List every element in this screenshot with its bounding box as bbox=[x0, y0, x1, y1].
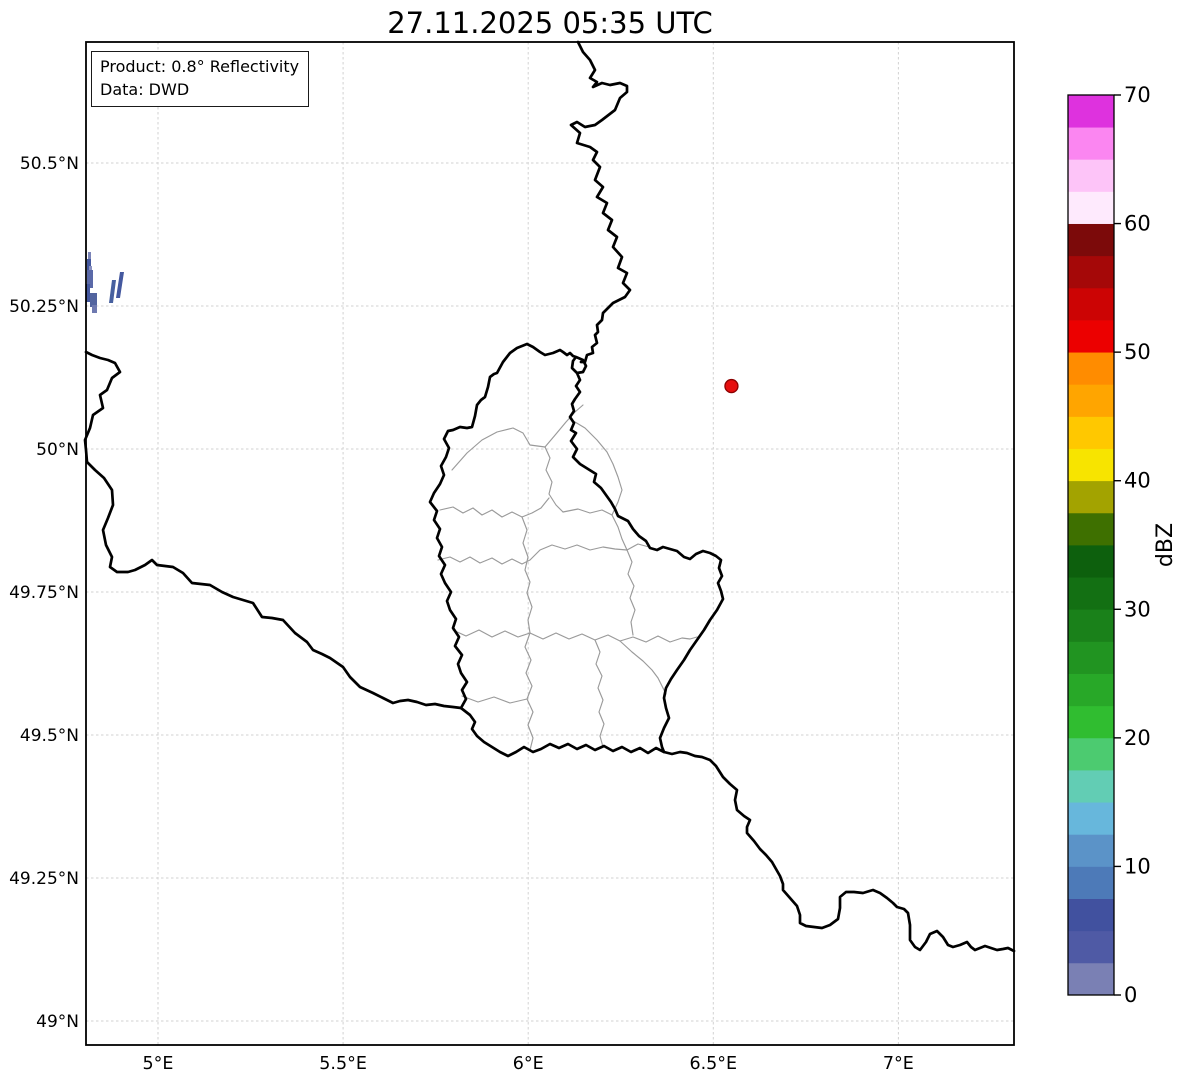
colorbar-segment bbox=[1068, 770, 1114, 803]
colorbar-tick-label: 70 bbox=[1124, 83, 1151, 107]
country-border-line bbox=[83, 350, 463, 710]
canton-border-line bbox=[611, 514, 628, 551]
colorbar-segment bbox=[1068, 834, 1114, 867]
canton-border-line bbox=[437, 544, 628, 565]
radar-echo-pixel bbox=[86, 284, 90, 302]
colorbar-segment bbox=[1068, 95, 1114, 128]
canton-border-line bbox=[562, 508, 613, 516]
colorbar-segment bbox=[1068, 223, 1114, 257]
colorbar-tick-label: 60 bbox=[1124, 212, 1151, 236]
y-tick-label: 50.25°N bbox=[9, 297, 79, 317]
canton-border-line bbox=[626, 543, 650, 551]
colorbar-tick-label: 30 bbox=[1124, 597, 1151, 621]
plot-frame bbox=[85, 41, 1015, 1046]
colorbar-segment bbox=[1068, 287, 1114, 321]
x-tick-label: 6°E bbox=[513, 1054, 544, 1074]
radar-echo-pixel bbox=[109, 280, 116, 303]
canton-border-line bbox=[524, 632, 534, 751]
info-box-product: Product: 0.8° Reflectivity bbox=[100, 57, 300, 76]
info-box: Product: 0.8° Reflectivity Data: DWD bbox=[91, 51, 310, 108]
colorbar-axis-label: dBZ bbox=[1153, 523, 1178, 567]
radar-echo-pixel bbox=[88, 252, 91, 260]
country-border-line bbox=[428, 342, 725, 758]
y-tick-label: 50°N bbox=[36, 440, 79, 460]
radar-echo-pixel bbox=[116, 272, 124, 298]
colorbar-segment bbox=[1068, 737, 1114, 771]
colorbar-segment bbox=[1068, 512, 1114, 546]
colorbar-segment bbox=[1068, 416, 1114, 449]
country-border-line bbox=[662, 750, 1016, 953]
canton-border-line bbox=[544, 446, 564, 513]
colorbar-segment bbox=[1068, 866, 1114, 899]
colorbar-segment bbox=[1068, 480, 1114, 514]
colorbar-tick-label: 10 bbox=[1124, 854, 1151, 878]
colorbar-segment bbox=[1068, 191, 1114, 224]
y-tick-label: 49°N bbox=[36, 1012, 79, 1032]
plot-title: 27.11.2025 05:35 UTC bbox=[387, 6, 713, 40]
colorbar-segment bbox=[1068, 255, 1114, 289]
colorbar-segment bbox=[1068, 320, 1114, 353]
canton-border-line bbox=[594, 639, 605, 748]
colorbar-tick-label: 20 bbox=[1124, 726, 1151, 750]
colorbar-segment bbox=[1068, 673, 1114, 707]
colorbar-segment bbox=[1068, 127, 1114, 160]
canton-border-line bbox=[619, 640, 667, 695]
y-axis-tick-labels: 50.5°N 50.25°N 50°N 49.75°N 49.5°N 49.25°N 49°… bbox=[9, 154, 79, 1032]
radar-echo-pixel bbox=[92, 305, 97, 313]
canton-borders bbox=[437, 404, 698, 751]
country-borders bbox=[83, 40, 1016, 953]
y-tick-label: 49.5°N bbox=[20, 726, 79, 746]
colorbar-segment bbox=[1068, 545, 1114, 578]
colorbar-segment bbox=[1068, 352, 1114, 385]
canton-border-line bbox=[452, 629, 698, 643]
x-tick-label: 7°E bbox=[883, 1054, 914, 1074]
x-axis-tick-labels: 5°E 5.5°E 6°E 6.5°E 7°E bbox=[143, 1054, 914, 1074]
x-tick-label: 6.5°E bbox=[689, 1054, 737, 1074]
colorbar-tick-label: 0 bbox=[1124, 983, 1137, 1007]
info-box-source: Data: DWD bbox=[100, 80, 190, 100]
canton-border-line bbox=[521, 516, 533, 634]
y-tick-label: 49.75°N bbox=[9, 583, 79, 603]
colorbar-segment bbox=[1068, 448, 1114, 482]
colorbar-segment bbox=[1068, 577, 1114, 610]
colorbar-tick-label: 50 bbox=[1124, 340, 1151, 364]
y-tick-label: 50.5°N bbox=[20, 154, 79, 174]
x-tick-label: 5.5°E bbox=[319, 1054, 367, 1074]
colorbar-frame bbox=[1067, 94, 1115, 996]
colorbar-segment bbox=[1068, 705, 1114, 739]
canton-border-line bbox=[544, 404, 584, 448]
radar-echo-pixel bbox=[87, 270, 93, 288]
canton-border-line bbox=[461, 695, 528, 704]
canton-border-line bbox=[626, 549, 636, 636]
colorbar-segment bbox=[1068, 384, 1114, 417]
colorbar-segment bbox=[1068, 898, 1114, 932]
radar-site-marker bbox=[724, 378, 739, 394]
gridlines bbox=[86, 42, 1014, 1045]
y-tick-label: 49.25°N bbox=[9, 869, 79, 889]
colorbar-segment bbox=[1068, 930, 1114, 964]
x-tick-label: 5°E bbox=[143, 1054, 174, 1074]
canton-border-line bbox=[569, 418, 623, 516]
radar-echoes bbox=[86, 252, 124, 313]
canton-border-line bbox=[451, 427, 546, 471]
colorbar: 0 10 20 30 40 50 60 70 dBZ bbox=[1067, 83, 1178, 1007]
canton-border-line bbox=[439, 497, 550, 518]
country-border-line bbox=[569, 40, 632, 364]
colorbar-segment bbox=[1068, 609, 1114, 642]
colorbar-segment bbox=[1068, 159, 1114, 192]
colorbar-segment bbox=[1068, 802, 1114, 835]
colorbar-tick-label: 40 bbox=[1124, 469, 1151, 493]
radar-echo-pixel bbox=[90, 293, 97, 307]
colorbar-segment bbox=[1068, 641, 1114, 674]
colorbar-segment bbox=[1068, 962, 1114, 996]
